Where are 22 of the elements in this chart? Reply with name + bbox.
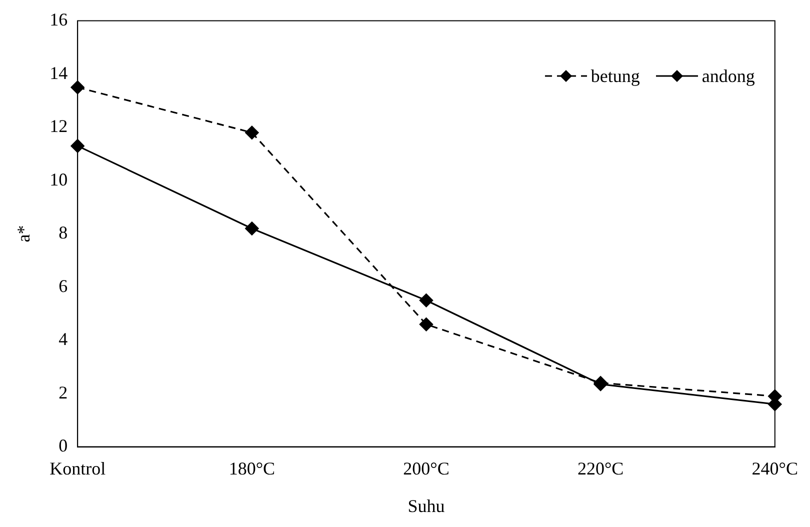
y-tick-label: 10	[50, 169, 68, 190]
x-tick-label: 200°C	[403, 458, 450, 478]
y-tick-label: 6	[58, 276, 68, 296]
point	[245, 126, 259, 140]
y-axis-title: a*	[14, 225, 34, 242]
point	[419, 318, 434, 332]
x-tick-label: Kontrol	[50, 458, 106, 478]
y-tick-label: 2	[58, 382, 68, 402]
x-tick-label: 220°C	[577, 458, 624, 478]
y-tick-label: 4	[58, 329, 68, 350]
x-axis-title: Suhu	[408, 496, 445, 516]
y-tick-label: 16	[50, 10, 68, 30]
x-tick-label: 180°C	[228, 458, 276, 478]
legend-label: andong	[702, 66, 755, 87]
legend-label: betung	[590, 66, 640, 87]
y-tick-label: 8	[58, 222, 68, 243]
y-tick-label: 0	[58, 436, 68, 456]
x-tick-label: 240°C	[752, 458, 798, 478]
y-tick-label: 14	[50, 62, 68, 83]
point	[419, 294, 434, 308]
point	[245, 222, 259, 236]
y-tick-label: 12	[50, 116, 68, 136]
